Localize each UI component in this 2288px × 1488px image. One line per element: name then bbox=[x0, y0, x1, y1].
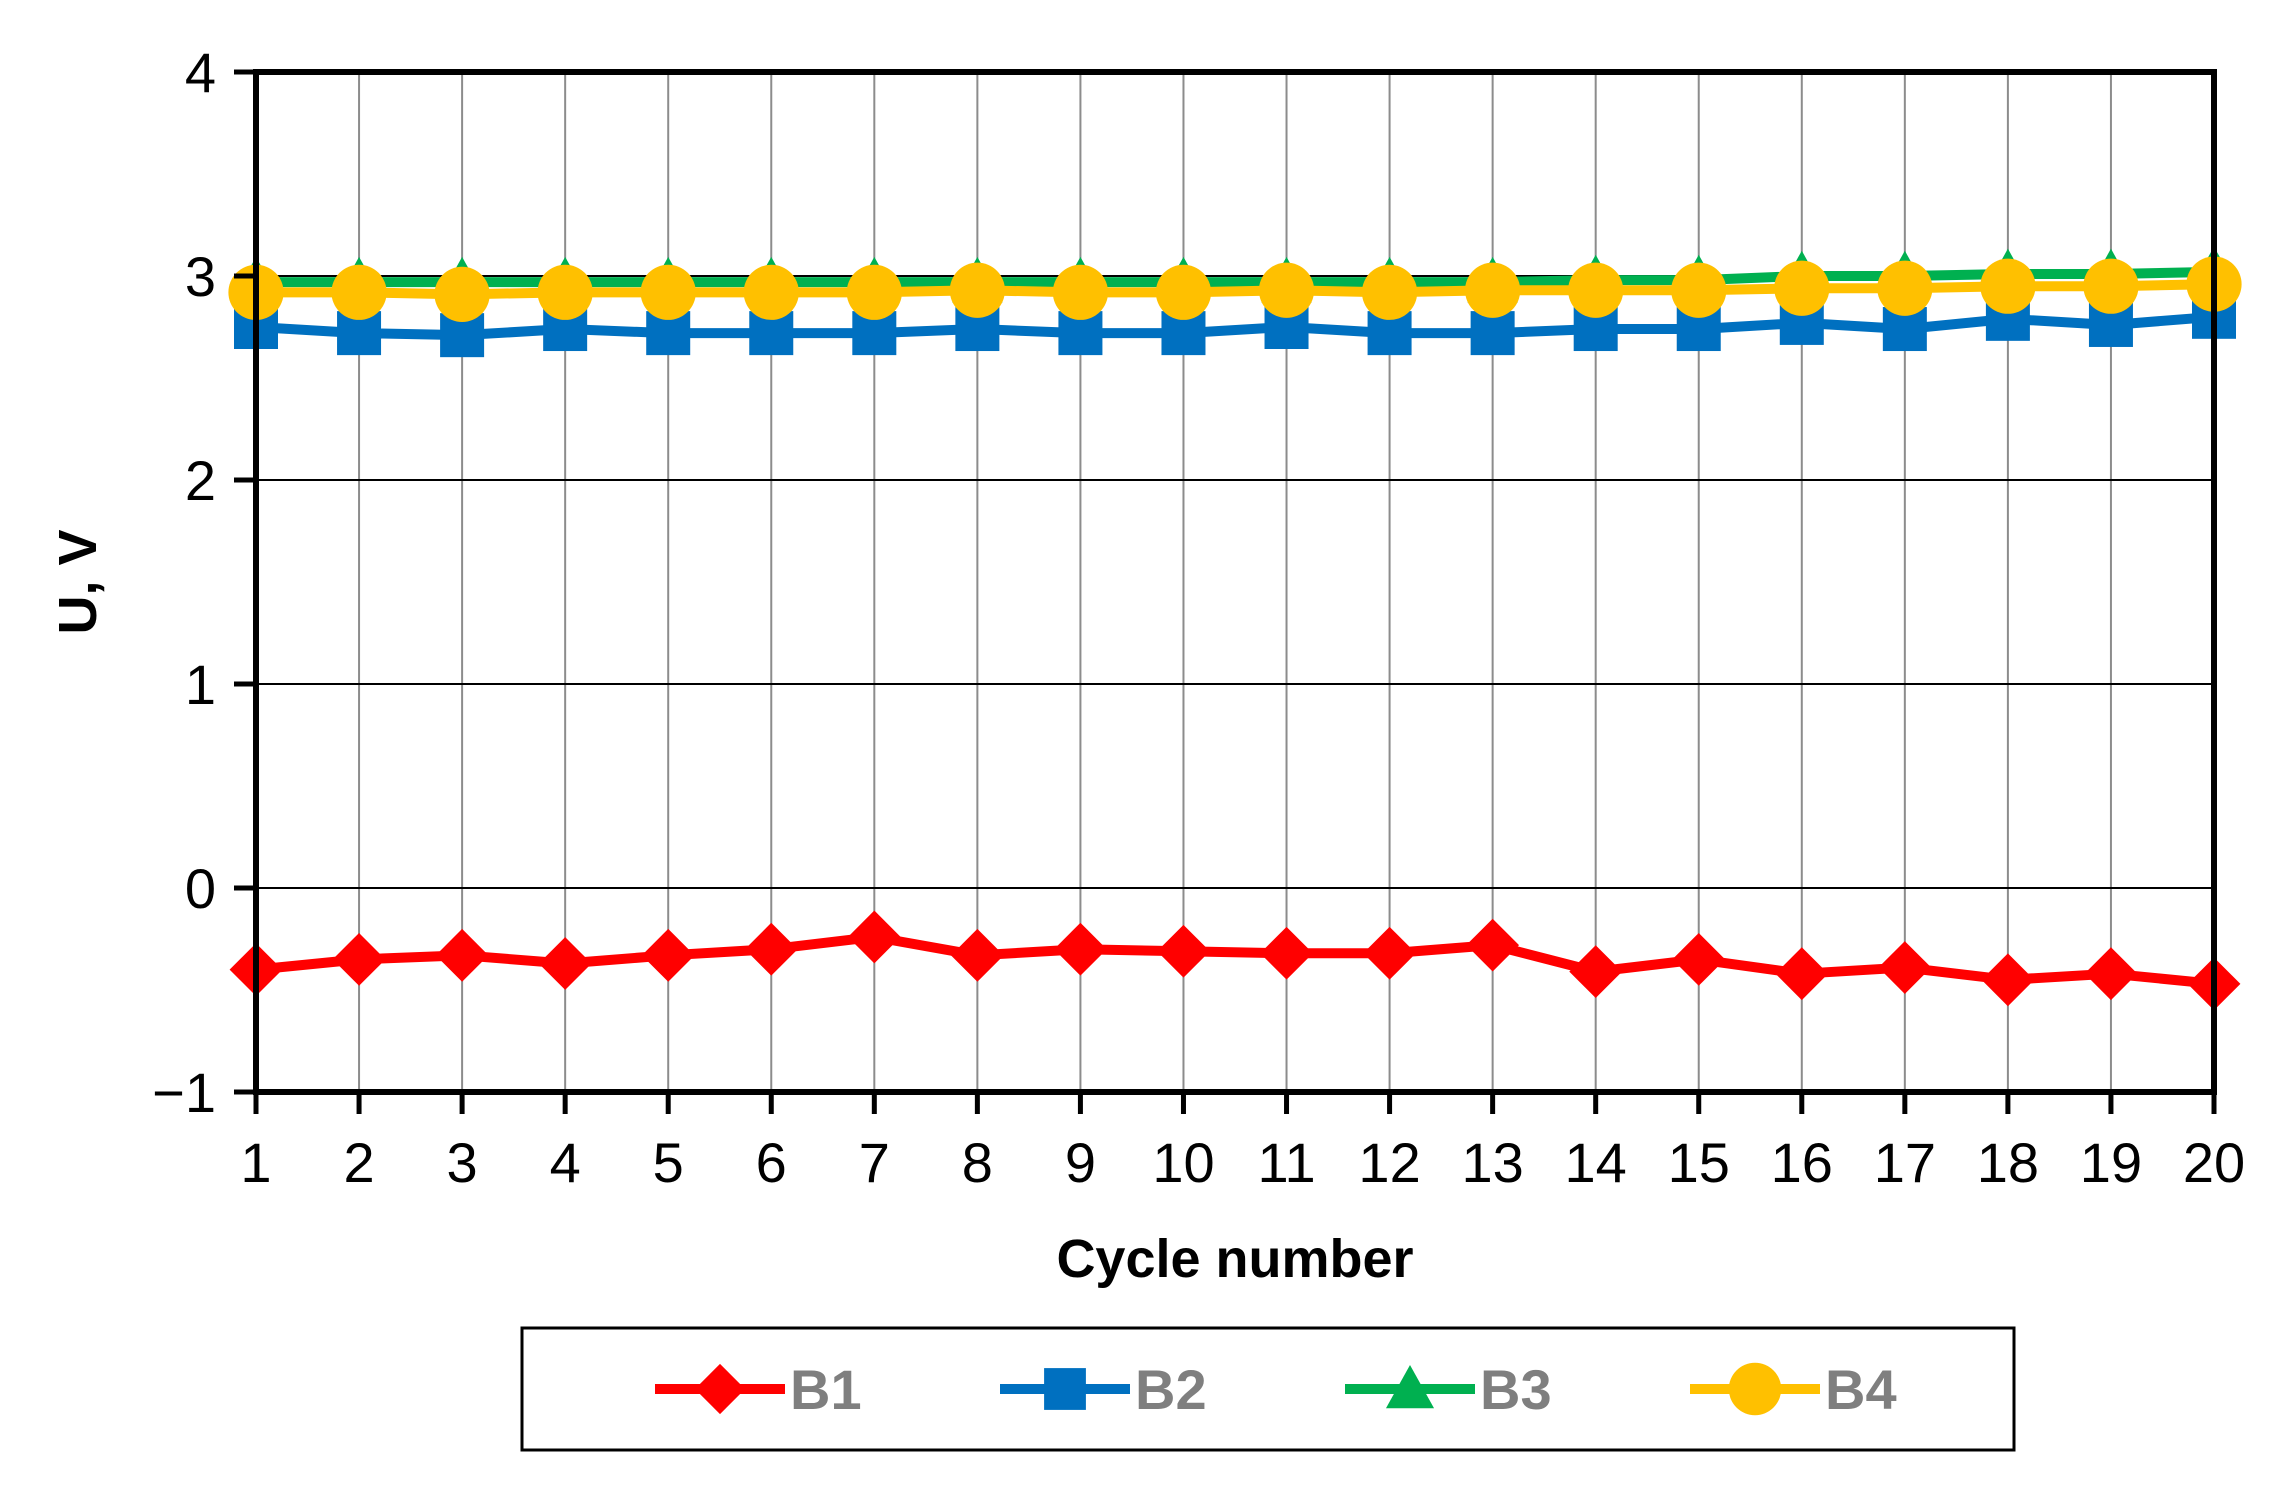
x-tick-label: 16 bbox=[1771, 1131, 1833, 1194]
y-tick-label: 0 bbox=[185, 857, 216, 920]
legend-label: B1 bbox=[790, 1358, 862, 1421]
series-b4 bbox=[228, 256, 2242, 322]
x-tick-label: 5 bbox=[653, 1131, 684, 1194]
data-point-b4 bbox=[846, 264, 902, 320]
data-point-b1 bbox=[332, 933, 386, 986]
series-b1 bbox=[229, 910, 2241, 1011]
x-tick-label: 17 bbox=[1874, 1131, 1936, 1194]
y-tick-label: −1 bbox=[152, 1061, 216, 1124]
x-tick-label: 3 bbox=[447, 1131, 478, 1194]
data-point-b4 bbox=[331, 264, 387, 320]
data-point-b1 bbox=[2084, 947, 2138, 1001]
data-point-b1 bbox=[1981, 953, 2035, 1007]
data-point-b4 bbox=[1465, 262, 1521, 318]
data-point-b1 bbox=[1569, 945, 1623, 999]
x-tick-label: 8 bbox=[962, 1131, 993, 1194]
x-axis-title: Cycle number bbox=[1056, 1229, 1413, 1289]
legend: B1 B2 B3 B4 bbox=[520, 1326, 2016, 1452]
data-point-b4 bbox=[1980, 258, 2036, 314]
data-point-b4 bbox=[1155, 264, 1212, 320]
data-point-b1 bbox=[1878, 941, 1932, 994]
y-tick-label: 4 bbox=[185, 41, 216, 104]
x-tick-label: 20 bbox=[2183, 1131, 2245, 1194]
legend-entry-b1: B1 bbox=[655, 1358, 862, 1421]
legend-entry-b3: B3 bbox=[1345, 1358, 1552, 1421]
legend-marker-icon bbox=[694, 1363, 746, 1415]
data-point-b1 bbox=[1363, 926, 1416, 980]
grid-lines bbox=[255, 71, 2215, 1093]
x-tick-label: 18 bbox=[1977, 1131, 2039, 1194]
data-point-b1 bbox=[1157, 924, 1210, 978]
legend-label: B2 bbox=[1135, 1358, 1207, 1421]
data-point-b1 bbox=[847, 910, 901, 964]
series-b2 bbox=[234, 294, 2236, 358]
data-point-b1 bbox=[1054, 922, 1107, 976]
data-point-b1 bbox=[641, 928, 695, 982]
data-point-b4 bbox=[1877, 260, 1933, 316]
x-tick-label: 10 bbox=[1152, 1131, 1214, 1194]
data-point-b1 bbox=[435, 928, 489, 982]
x-tick-label: 9 bbox=[1065, 1131, 1096, 1194]
legend-marker-icon bbox=[1385, 1364, 1435, 1409]
data-point-b1 bbox=[744, 922, 798, 976]
legend-entry-b2: B2 bbox=[1000, 1358, 1207, 1421]
x-tick-label: 14 bbox=[1565, 1131, 1627, 1194]
x-tick-label: 4 bbox=[550, 1131, 581, 1194]
data-point-b1 bbox=[538, 937, 592, 990]
plot-area-frame bbox=[253, 69, 2217, 1095]
x-tick-label: 19 bbox=[2080, 1131, 2142, 1194]
data-point-b4 bbox=[2083, 258, 2139, 314]
data-point-b1 bbox=[1466, 918, 1520, 972]
x-tick-label: 1 bbox=[240, 1131, 271, 1194]
data-point-b1 bbox=[1775, 947, 1829, 1001]
legend-label: B3 bbox=[1480, 1358, 1552, 1421]
data-point-b4 bbox=[1774, 260, 1830, 316]
y-tick-label: 1 bbox=[185, 653, 216, 716]
data-point-b4 bbox=[1258, 262, 1315, 318]
data-point-b1 bbox=[950, 928, 1004, 982]
data-point-b4 bbox=[949, 262, 1005, 318]
y-tick-label: 2 bbox=[185, 449, 216, 512]
data-point-b4 bbox=[1361, 264, 1418, 320]
y-axis-title: U, V bbox=[48, 529, 108, 634]
x-tick-label: 13 bbox=[1461, 1131, 1523, 1194]
data-point-b4 bbox=[434, 266, 490, 322]
data-point-b1 bbox=[1672, 933, 1726, 986]
x-tick-label: 7 bbox=[859, 1131, 890, 1194]
data-point-b2 bbox=[1470, 311, 1515, 356]
data-point-b4 bbox=[640, 264, 696, 320]
x-tick-label: 11 bbox=[1257, 1131, 1315, 1194]
legend-marker-icon bbox=[1728, 1362, 1782, 1416]
data-point-b4 bbox=[537, 264, 593, 320]
x-tick-label: 12 bbox=[1358, 1131, 1420, 1194]
data-point-b4 bbox=[1052, 264, 1109, 320]
data-point-b4 bbox=[743, 264, 799, 320]
x-tick-label: 2 bbox=[343, 1131, 374, 1194]
x-tick-label: 6 bbox=[756, 1131, 787, 1194]
legend-entry-b4: B4 bbox=[1690, 1358, 1897, 1421]
y-axis-ticks: −1 0 1 2 3 4 bbox=[152, 41, 256, 1124]
x-axis-ticks: 1 2 3 4 5 6 7 8 9 10 11 12 13 14 15 16 17 18 19 20 bbox=[240, 1092, 2245, 1194]
data-point-b1 bbox=[1260, 926, 1313, 980]
legend-label: B4 bbox=[1825, 1358, 1897, 1421]
data-point-b4 bbox=[1568, 262, 1624, 318]
x-tick-label: 15 bbox=[1668, 1131, 1730, 1194]
legend-marker-icon bbox=[1044, 1368, 1086, 1410]
series-lines bbox=[228, 246, 2242, 1011]
y-tick-label: 3 bbox=[185, 245, 216, 308]
data-point-b4 bbox=[1671, 262, 1727, 318]
